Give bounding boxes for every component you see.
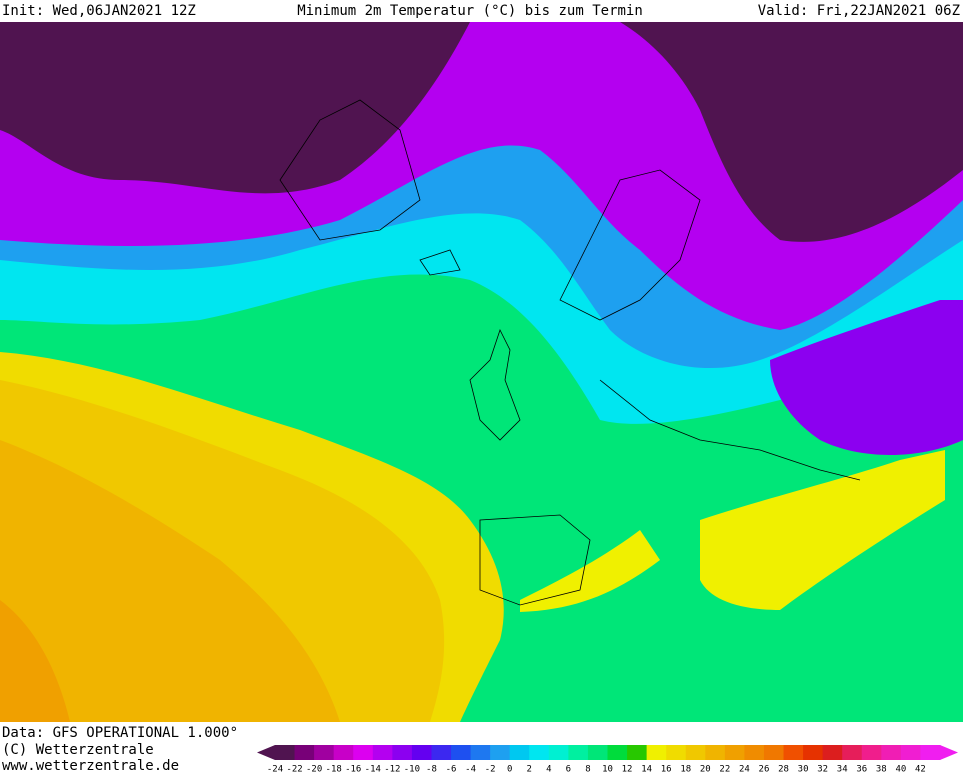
init-time: Init: Wed,06JAN2021 12Z bbox=[2, 3, 196, 19]
colorbar-label: 32 bbox=[817, 765, 828, 775]
colorbar-swatch bbox=[470, 745, 491, 760]
colorbar-label: 20 bbox=[700, 765, 711, 775]
colorbar-swatch bbox=[372, 745, 393, 760]
colorbar-label: 40 bbox=[895, 765, 906, 775]
colorbar-label: 0 bbox=[507, 765, 512, 775]
colorbar-swatch bbox=[685, 745, 706, 760]
colorbar-swatch bbox=[451, 745, 472, 760]
colorbar-label: 2 bbox=[527, 765, 532, 775]
colorbar-swatch bbox=[548, 745, 569, 760]
colorbar-label: -10 bbox=[404, 765, 420, 775]
colorbar-swatch bbox=[411, 745, 432, 760]
colorbar-swatch bbox=[724, 745, 745, 760]
colorbar-label: 30 bbox=[798, 765, 809, 775]
colorbar-swatch bbox=[568, 745, 589, 760]
colorbar-label: 18 bbox=[680, 765, 691, 775]
colorbar-swatch bbox=[783, 745, 804, 760]
colorbar-label: -4 bbox=[465, 765, 476, 775]
colorbar-label: -2 bbox=[485, 765, 496, 775]
website: www.wetterzentrale.de bbox=[2, 758, 179, 774]
colorbar-swatch bbox=[646, 745, 667, 760]
colorbar-swatch bbox=[275, 745, 296, 760]
colorbar-label: -24 bbox=[267, 765, 283, 775]
colorbar-label: 36 bbox=[856, 765, 867, 775]
colorbar-label: 4 bbox=[546, 765, 551, 775]
map-title: Minimum 2m Temperatur (°C) bis zum Termi… bbox=[297, 3, 643, 19]
colorbar-swatch bbox=[353, 745, 374, 760]
colorbar-swatch bbox=[607, 745, 628, 760]
colorbar-swatch bbox=[314, 745, 335, 760]
colorbar-arrow bbox=[940, 745, 958, 760]
header-background bbox=[0, 0, 963, 22]
colorbar-swatch bbox=[763, 745, 785, 760]
colorbar-swatch bbox=[900, 745, 921, 760]
colorbar-swatch bbox=[881, 745, 902, 760]
colorbar-label: 26 bbox=[759, 765, 770, 775]
colorbar-swatch bbox=[392, 745, 413, 760]
colorbar-swatch bbox=[920, 745, 941, 760]
colorbar-swatch bbox=[294, 745, 315, 760]
colorbar-swatch bbox=[842, 745, 863, 760]
colorbar: -24 -22 -20 -18 -16 -14 -12 -10 -8 -6 -4 -2 0 2 4 6 8 10 1… bbox=[257, 745, 958, 775]
colorbar-label: -16 bbox=[345, 765, 361, 775]
map bbox=[0, 22, 963, 722]
colorbar-label: 10 bbox=[602, 765, 613, 775]
colorbar-swatch bbox=[822, 745, 843, 760]
colorbar-swatch bbox=[861, 745, 882, 760]
colorbar-label: -6 bbox=[446, 765, 457, 775]
colorbar-label: 6 bbox=[566, 765, 571, 775]
colorbar-label: -14 bbox=[365, 765, 381, 775]
colorbar-label: 22 bbox=[719, 765, 730, 775]
colorbar-label: 8 bbox=[585, 765, 590, 775]
colorbar-label: 14 bbox=[641, 765, 652, 775]
colorbar-label: 24 bbox=[739, 765, 750, 775]
valid-time: Valid: Fri,22JAN2021 06Z bbox=[758, 3, 960, 19]
colorbar-swatch bbox=[333, 745, 354, 760]
colorbar-swatch bbox=[431, 745, 452, 760]
colorbar-swatch bbox=[666, 745, 687, 760]
colorbar-swatch bbox=[627, 745, 648, 760]
colorbar-label: -20 bbox=[306, 765, 322, 775]
colorbar-label: -8 bbox=[426, 765, 437, 775]
colorbar-swatch bbox=[529, 745, 550, 760]
colorbar-label: -18 bbox=[326, 765, 342, 775]
colorbar-swatch bbox=[490, 745, 511, 760]
colorbar-label: 38 bbox=[876, 765, 887, 775]
colorbar-label: 42 bbox=[915, 765, 926, 775]
colorbar-swatch bbox=[705, 745, 726, 760]
colorbar-label: 12 bbox=[622, 765, 633, 775]
colorbar-label: -22 bbox=[286, 765, 302, 775]
colorbar-swatch bbox=[509, 745, 530, 760]
colorbar-label: 34 bbox=[837, 765, 848, 775]
colorbar-label: 28 bbox=[778, 765, 789, 775]
colorbar-arrow bbox=[257, 745, 275, 760]
copyright: (C) Wetterzentrale bbox=[2, 742, 154, 758]
data-source: Data: GFS OPERATIONAL 1.000° bbox=[2, 725, 238, 741]
colorbar-label: -12 bbox=[384, 765, 400, 775]
colorbar-swatch bbox=[744, 745, 765, 760]
colorbar-swatch bbox=[587, 745, 608, 760]
colorbar-swatch bbox=[803, 745, 824, 760]
colorbar-label: 16 bbox=[661, 765, 672, 775]
